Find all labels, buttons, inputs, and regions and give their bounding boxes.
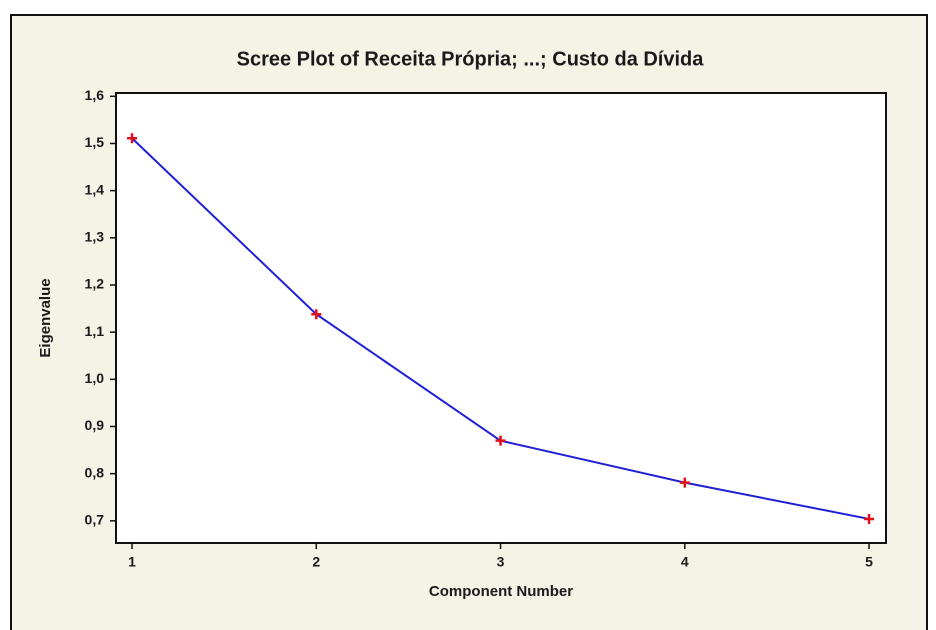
- y-tick-label: 1,1: [85, 323, 105, 339]
- y-tick-label: 1,0: [85, 370, 105, 386]
- x-tick-label: 2: [312, 554, 320, 570]
- x-tick-label: 1: [128, 554, 136, 570]
- y-tick-label: 1,5: [85, 134, 105, 150]
- y-tick-label: 0,7: [85, 512, 105, 528]
- marker: [864, 513, 875, 524]
- x-tick-label: 4: [681, 554, 689, 570]
- marker: [127, 133, 138, 144]
- y-tick-label: 1,6: [85, 87, 105, 103]
- x-tick-label: 3: [497, 554, 505, 570]
- y-tick-label: 1,2: [85, 276, 105, 292]
- y-tick-label: 1,4: [85, 181, 105, 197]
- y-tick-label: 0,9: [85, 417, 105, 433]
- plot-area: [115, 92, 887, 544]
- chart-title: Scree Plot of Receita Própria; ...; Cust…: [237, 48, 705, 70]
- marker: [495, 435, 506, 446]
- y-tick-label: 0,8: [85, 464, 105, 480]
- x-axis-label: Component Number: [429, 583, 573, 600]
- marker: [311, 309, 322, 320]
- x-tick-label: 5: [865, 554, 873, 570]
- y-axis-label: Eigenvalue: [37, 278, 54, 357]
- y-tick-label: 1,3: [85, 229, 105, 245]
- marker: [679, 477, 690, 488]
